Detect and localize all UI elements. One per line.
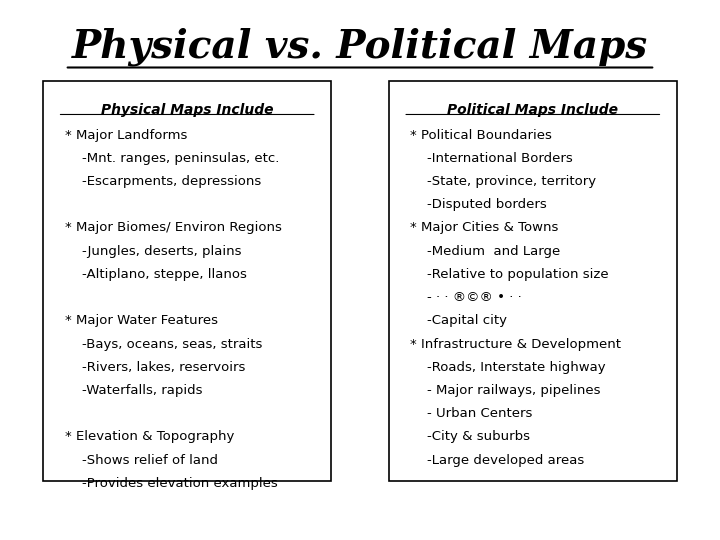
- Text: -International Borders: -International Borders: [410, 152, 573, 165]
- Text: -Escarpments, depressions: -Escarpments, depressions: [65, 175, 261, 188]
- Text: * Major Biomes/ Environ Regions: * Major Biomes/ Environ Regions: [65, 221, 282, 234]
- Text: -Altiplano, steppe, llanos: -Altiplano, steppe, llanos: [65, 268, 247, 281]
- Text: * Elevation & Topography: * Elevation & Topography: [65, 430, 234, 443]
- Text: -Bays, oceans, seas, straits: -Bays, oceans, seas, straits: [65, 338, 262, 350]
- Text: -Shows relief of land: -Shows relief of land: [65, 454, 218, 467]
- Text: Physical Maps Include: Physical Maps Include: [101, 103, 274, 117]
- Text: -City & suburbs: -City & suburbs: [410, 430, 531, 443]
- Text: * Major Cities & Towns: * Major Cities & Towns: [410, 221, 559, 234]
- Text: Political Maps Include: Political Maps Include: [447, 103, 618, 117]
- Text: -Roads, Interstate highway: -Roads, Interstate highway: [410, 361, 606, 374]
- Text: -Large developed areas: -Large developed areas: [410, 454, 585, 467]
- Text: -Waterfalls, rapids: -Waterfalls, rapids: [65, 384, 202, 397]
- Text: * Major Water Features: * Major Water Features: [65, 314, 218, 327]
- Text: - Urban Centers: - Urban Centers: [410, 407, 533, 420]
- Text: - Major railways, pipelines: - Major railways, pipelines: [410, 384, 601, 397]
- FancyBboxPatch shape: [389, 81, 677, 481]
- Text: -State, province, territory: -State, province, territory: [410, 175, 597, 188]
- Text: Physical vs. Political Maps: Physical vs. Political Maps: [72, 27, 648, 65]
- Text: * Major Landforms: * Major Landforms: [65, 129, 187, 141]
- Text: -Disputed borders: -Disputed borders: [410, 198, 547, 211]
- Text: -Relative to population size: -Relative to population size: [410, 268, 609, 281]
- Text: * Infrastructure & Development: * Infrastructure & Development: [410, 338, 621, 350]
- Text: * Political Boundaries: * Political Boundaries: [410, 129, 552, 141]
- FancyBboxPatch shape: [43, 81, 331, 481]
- Text: -Jungles, deserts, plains: -Jungles, deserts, plains: [65, 245, 241, 258]
- Text: -Mnt. ranges, peninsulas, etc.: -Mnt. ranges, peninsulas, etc.: [65, 152, 279, 165]
- Text: - · · ®©® • · ·: - · · ®©® • · ·: [410, 291, 522, 304]
- Text: -Rivers, lakes, reservoirs: -Rivers, lakes, reservoirs: [65, 361, 246, 374]
- Text: -Provides elevation examples: -Provides elevation examples: [65, 477, 277, 490]
- Text: -Medium  and Large: -Medium and Large: [410, 245, 561, 258]
- Text: -Capital city: -Capital city: [410, 314, 508, 327]
